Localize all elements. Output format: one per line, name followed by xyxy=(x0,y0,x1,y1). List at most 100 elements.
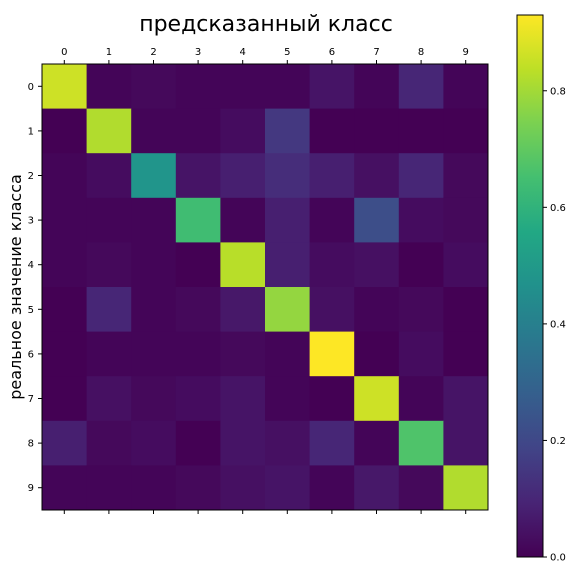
heatmap-cell-r8-c7 xyxy=(354,420,400,466)
heatmap-cell-r3-c7 xyxy=(354,197,400,243)
x-tick-label-8: 8 xyxy=(418,47,424,58)
heatmap-cell-r1-c4 xyxy=(220,108,266,154)
colorbar-tick-label-1: 0.2 xyxy=(550,436,566,447)
heatmap-cell-r5-c8 xyxy=(398,287,444,332)
heatmap-cell-r8-c1 xyxy=(86,420,132,466)
x-tick-label-2: 2 xyxy=(150,47,156,58)
x-tick-label-6: 6 xyxy=(329,47,335,58)
heatmap-cell-r0-c6 xyxy=(309,64,355,109)
heatmap-cell-r6-c0 xyxy=(42,331,87,377)
heatmap-cell-r6-c3 xyxy=(175,331,221,377)
heatmap-cell-r7-c4 xyxy=(220,376,266,422)
heatmap-cell-r7-c9 xyxy=(443,376,489,422)
heatmap-cell-r4-c9 xyxy=(443,242,489,288)
heatmap-cell-r6-c6 xyxy=(309,331,355,377)
heatmap-cell-r1-c0 xyxy=(42,108,87,154)
heatmap-cell-r6-c7 xyxy=(354,331,400,377)
heatmap-cell-r3-c9 xyxy=(443,197,489,243)
colorbar-tick-label-4: 0.8 xyxy=(550,86,566,97)
heatmap-cell-r7-c0 xyxy=(42,376,87,422)
y-tick-label-7: 7 xyxy=(28,394,34,405)
heatmap-cell-r1-c2 xyxy=(131,108,177,154)
heatmap-cell-r0-c2 xyxy=(131,64,177,109)
heatmap-cell-r2-c2 xyxy=(131,153,177,199)
y-tick-label-6: 6 xyxy=(28,349,34,360)
heatmap-cell-r6-c2 xyxy=(131,331,177,377)
heatmap-cell-r7-c8 xyxy=(398,376,444,422)
heatmap-cell-r1-c7 xyxy=(354,108,400,154)
chart-title: предсказанный класс xyxy=(139,12,393,37)
plot-frame xyxy=(41,63,489,511)
x-tick-label-0: 0 xyxy=(61,47,67,58)
heatmap-cell-r2-c6 xyxy=(309,153,355,199)
x-tick-label-7: 7 xyxy=(373,47,379,58)
colorbar-tick-label-3: 0.6 xyxy=(550,203,566,214)
heatmap-cell-r9-c7 xyxy=(354,465,400,511)
heatmap-cell-r3-c1 xyxy=(86,197,132,243)
y-tick-label-0: 0 xyxy=(28,82,34,93)
heatmap-cell-r2-c5 xyxy=(265,153,310,199)
heatmap-cells xyxy=(42,64,489,511)
y-tick-label-5: 5 xyxy=(28,305,34,316)
y-tick-label-2: 2 xyxy=(28,171,34,182)
heatmap-cell-r1-c6 xyxy=(309,108,355,154)
heatmap-cell-r1-c9 xyxy=(443,108,489,154)
y-axis-ticks: 0 1 2 3 4 5 6 7 8 9 xyxy=(28,82,42,494)
heatmap-cell-r6-c5 xyxy=(265,331,310,377)
heatmap-cell-r9-c2 xyxy=(131,465,177,511)
heatmap-cell-r5-c5 xyxy=(265,287,310,332)
heatmap-cell-r5-c6 xyxy=(309,287,355,332)
heatmap-cell-r7-c5 xyxy=(265,376,310,422)
heatmap-cell-r3-c5 xyxy=(265,197,310,243)
heatmap-cell-r1-c3 xyxy=(175,108,221,154)
heatmap-cell-r4-c0 xyxy=(42,242,87,288)
heatmap-cell-r3-c8 xyxy=(398,197,444,243)
heatmap-cell-r2-c7 xyxy=(354,153,400,199)
heatmap-cell-r6-c1 xyxy=(86,331,132,377)
heatmap-cell-r4-c5 xyxy=(265,242,310,288)
heatmap-cell-r8-c5 xyxy=(265,420,310,466)
heatmap-cell-r5-c7 xyxy=(354,287,400,332)
x-tick-label-5: 5 xyxy=(284,47,290,58)
heatmap-cell-r1-c1 xyxy=(86,108,132,154)
heatmap-cell-r9-c8 xyxy=(398,465,444,511)
y-tick-label-4: 4 xyxy=(28,260,34,271)
x-tick-label-9: 9 xyxy=(463,47,469,58)
heatmap-cell-r4-c7 xyxy=(354,242,400,288)
heatmap-cell-r0-c9 xyxy=(443,64,489,109)
heatmap-cell-r1-c8 xyxy=(398,108,444,154)
x-tick-label-3: 3 xyxy=(195,47,201,58)
heatmap-cell-r7-c2 xyxy=(131,376,177,422)
x-tick-label-1: 1 xyxy=(106,47,112,58)
heatmap-cell-r9-c5 xyxy=(265,465,310,511)
heatmap-cell-r9-c1 xyxy=(86,465,132,511)
heatmap-cell-r8-c2 xyxy=(131,420,177,466)
heatmap-cell-r3-c2 xyxy=(131,197,177,243)
heatmap-cell-r8-c6 xyxy=(309,420,355,466)
colorbar-tick-label-0: 0.0 xyxy=(550,553,566,564)
heatmap-cell-r4-c4 xyxy=(220,242,266,288)
heatmap-cell-r9-c4 xyxy=(220,465,266,511)
heatmap-cell-r6-c9 xyxy=(443,331,489,377)
heatmap-cell-r4-c1 xyxy=(86,242,132,288)
heatmap-cell-r2-c8 xyxy=(398,153,444,199)
y-tick-label-8: 8 xyxy=(28,439,34,450)
heatmap-cell-r9-c3 xyxy=(175,465,221,511)
y-tick-label-3: 3 xyxy=(28,216,34,227)
heatmap-cell-r5-c3 xyxy=(175,287,221,332)
heatmap-cell-r5-c9 xyxy=(443,287,489,332)
heatmap-cell-r9-c0 xyxy=(42,465,87,511)
heatmap-cell-r0-c5 xyxy=(265,64,310,109)
heatmap-cell-r5-c4 xyxy=(220,287,266,332)
heatmap-cell-r0-c3 xyxy=(175,64,221,109)
colorbar: 0.0 0.2 0.4 0.6 0.8 xyxy=(516,14,566,564)
heatmap-cell-r8-c0 xyxy=(42,420,87,466)
heatmap-cell-r0-c8 xyxy=(398,64,444,109)
heatmap-cell-r3-c6 xyxy=(309,197,355,243)
heatmap-cell-r8-c4 xyxy=(220,420,266,466)
heatmap-cell-r4-c6 xyxy=(309,242,355,288)
heatmap-cell-r2-c9 xyxy=(443,153,489,199)
heatmap-cell-r4-c3 xyxy=(175,242,221,288)
heatmap-cell-r5-c0 xyxy=(42,287,87,332)
